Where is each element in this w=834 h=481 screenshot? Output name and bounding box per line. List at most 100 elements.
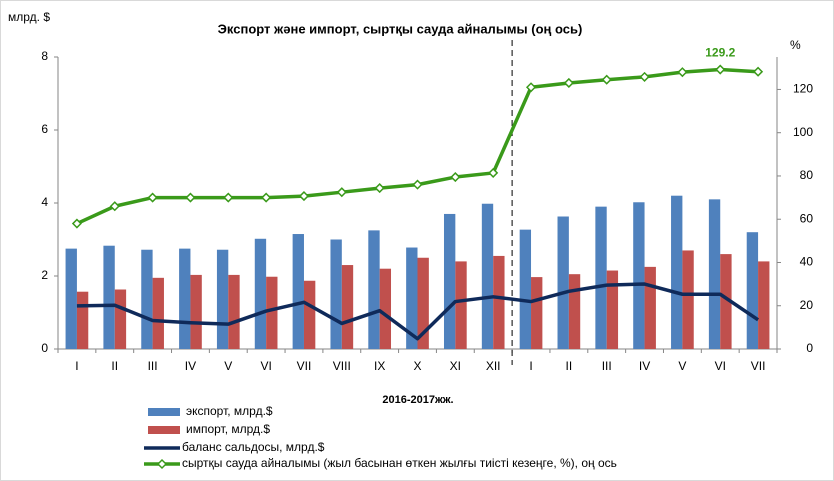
x-tick-label: IV [185,359,196,373]
bar [644,266,656,349]
bar [682,250,694,349]
y2-axis-label: % [790,38,801,52]
chart-title: Экспорт және импорт, сыртқы сауда айналы… [218,21,583,36]
bar [65,248,77,349]
y2-tick-label: 60 [800,211,814,225]
y2-tick-label: 100 [793,125,813,139]
marker [298,191,310,202]
y-axis-label: млрд. $ [8,10,50,24]
x-tick-label: I [75,359,78,373]
bar [633,202,645,349]
bar [455,261,467,349]
x-tick-label: IX [374,359,385,373]
bar [595,206,607,349]
bar [531,277,543,349]
bar [481,203,494,349]
y2-tick-label: 120 [793,82,813,96]
bar [141,249,153,349]
marker [488,167,499,178]
y2-tick-label: 80 [800,168,814,182]
bar [443,213,456,349]
bar [103,245,115,349]
bar [493,255,505,349]
marker [109,201,120,212]
x-tick-label: XII [486,359,501,373]
bar [758,261,770,349]
bar [406,247,418,349]
bar [557,216,569,349]
x-tick-label: XI [450,359,461,373]
marker [185,192,196,203]
x-tick-label: II [111,359,118,373]
line [76,282,760,341]
bar [292,234,304,349]
bar [568,274,581,349]
y-tick-label: 8 [41,49,48,63]
bar [190,274,202,349]
x-tick-label: V [678,359,686,373]
bar [746,232,759,349]
legend-marker [156,458,168,470]
marker [147,192,158,203]
legend-label: импорт, млрд.$ [186,422,270,436]
legend-label: экспорт, млрд.$ [186,404,273,418]
x-tick-label: I [529,359,532,373]
y-tick-label: 2 [41,268,48,282]
bar [76,291,89,349]
y-tick-label: 6 [41,122,48,136]
bar [708,199,721,349]
marker [715,64,726,75]
bar [606,270,619,349]
bar [519,229,532,349]
y-tick-label: 0 [41,341,48,355]
legend-label: сыртқы сауда айналымы (жыл басынан өткен… [182,456,617,470]
bar [216,249,229,349]
bar [720,254,732,349]
bar [152,277,164,349]
bar [114,289,127,349]
x-tick-label: VII [297,359,312,373]
bar [330,239,342,349]
bar [228,274,240,349]
x-tick-label: VIII [333,359,351,373]
data-label: 129.2 [705,46,735,60]
bar [341,265,354,349]
bar [671,195,683,349]
marker [412,179,423,190]
marker [71,218,82,229]
marker [450,171,461,183]
x-tick-label: VI [715,359,726,373]
x-tick-label: VI [260,359,271,373]
marker [677,67,688,78]
y2-tick-label: 40 [800,255,814,269]
marker [261,192,272,203]
y2-tick-label: 20 [800,298,814,312]
bar [417,257,429,349]
bar [266,276,278,349]
bar [368,230,380,349]
bar [303,280,316,349]
x-tick-label: III [602,359,612,373]
x-tick-label: V [224,359,232,373]
bar [379,268,392,349]
marker [525,82,537,93]
marker [601,74,612,85]
x-tick-label: II [566,359,573,373]
bar [179,248,191,349]
marker [336,187,347,198]
legend-swatch [148,426,180,434]
marker [639,71,650,82]
x-tick-label: IV [639,359,650,373]
legend-label: баланс сальдосы, млрд.$ [182,440,325,454]
marker [223,192,234,203]
x-tick-label: X [413,359,421,373]
marker [753,66,764,77]
bar [254,238,267,349]
marker [374,183,385,194]
x-axis-label: 2016-2017жж. [382,394,453,406]
x-tick-label: III [148,359,158,373]
y-tick-label: 4 [41,195,48,209]
marker [563,77,574,89]
y2-tick-label: 0 [806,341,813,355]
